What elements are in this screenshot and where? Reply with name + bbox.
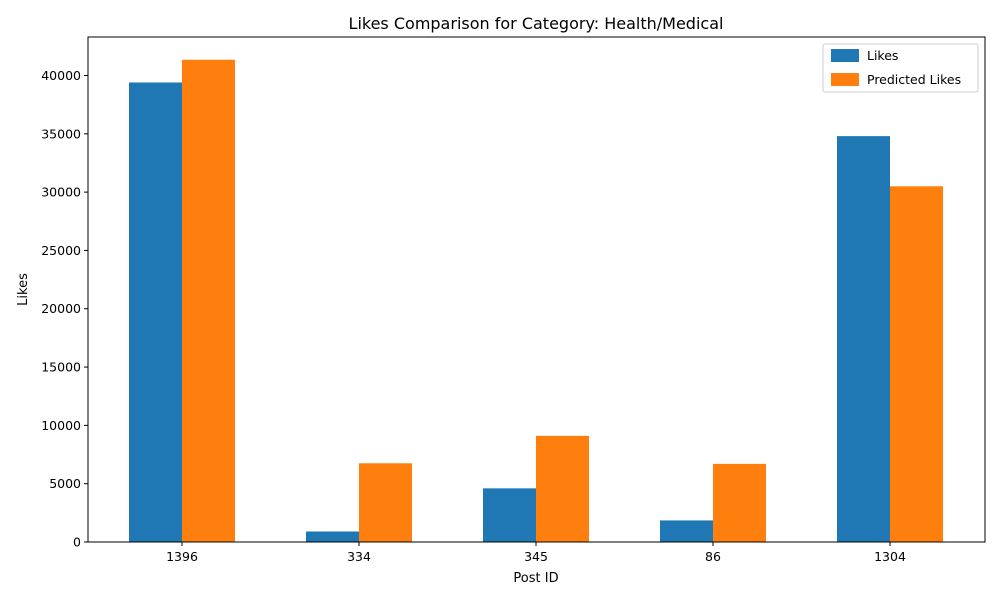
bar-likes-334 (306, 531, 359, 542)
x-tick-label-345: 345 (524, 549, 548, 564)
y-tick-label-25000: 25000 (41, 243, 81, 258)
x-tick-label-1304: 1304 (874, 549, 906, 564)
bar-predicted-likes-86 (713, 463, 766, 542)
bar-predicted-likes-345 (536, 435, 589, 542)
y-tick-label-5000: 5000 (49, 476, 81, 491)
legend-swatch-predicted-likes (831, 73, 859, 86)
y-axis-label: Likes (16, 273, 31, 306)
y-axis-ticks: 0 5000 10000 15000 20000 25000 30000 35000 40000 (41, 68, 88, 550)
bars-layer (129, 59, 943, 542)
legend: Likes Predicted Likes (822, 43, 979, 93)
y-tick-label-0: 0 (73, 535, 81, 550)
y-tick-label-20000: 20000 (41, 301, 81, 316)
plot-frame (87, 36, 986, 543)
bar-predicted-likes-1304 (890, 186, 943, 542)
chart-title: Likes Comparison for Category: Health/Me… (349, 14, 724, 33)
legend-swatch-likes (831, 49, 859, 62)
bar-likes-86 (660, 520, 713, 542)
y-tick-label-40000: 40000 (41, 68, 81, 83)
x-tick-label-1396: 1396 (166, 549, 198, 564)
y-tick-label-35000: 35000 (41, 126, 81, 141)
bar-predicted-likes-334 (359, 463, 412, 542)
x-axis-ticks: 1396 334 345 86 1304 (166, 542, 906, 564)
x-tick-label-334: 334 (347, 549, 371, 564)
x-tick-label-86: 86 (705, 549, 721, 564)
y-tick-label-30000: 30000 (41, 185, 81, 200)
x-axis-label: Post ID (513, 571, 558, 586)
bar-likes-345 (483, 488, 536, 542)
bar-likes-1304 (837, 136, 890, 542)
y-tick-label-15000: 15000 (41, 360, 81, 375)
legend-frame (822, 43, 979, 93)
legend-label-likes: Likes (867, 48, 898, 63)
y-tick-label-10000: 10000 (41, 418, 81, 433)
legend-label-predicted-likes: Predicted Likes (867, 72, 961, 87)
bar-predicted-likes-1396 (182, 59, 235, 542)
bar-likes-1396 (129, 82, 182, 542)
